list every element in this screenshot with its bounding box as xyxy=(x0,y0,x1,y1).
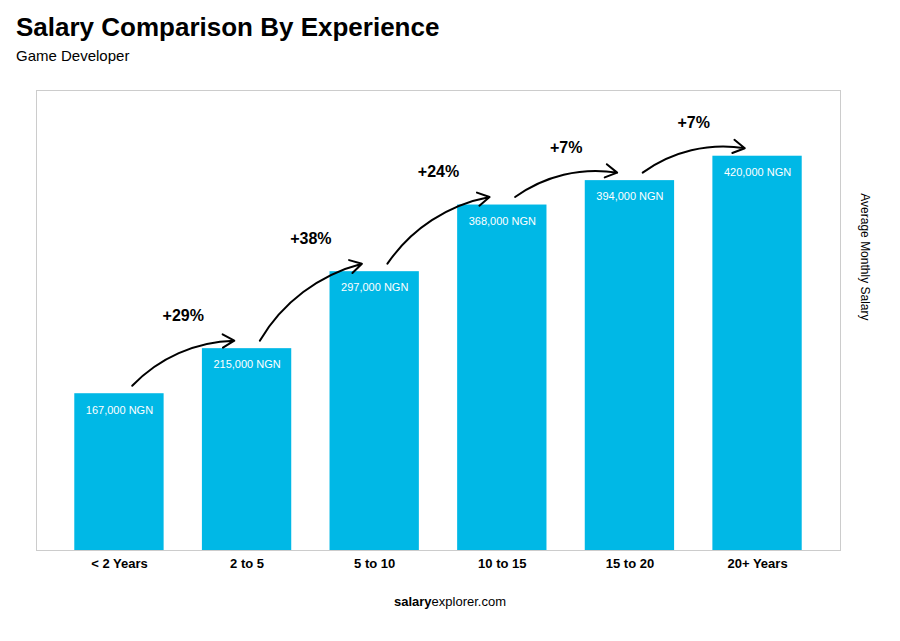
svg-text:394,000 NGN: 394,000 NGN xyxy=(596,190,663,202)
svg-text:Average Monthly Salary: Average Monthly Salary xyxy=(858,193,872,320)
html-text:Game Developer: Game Developer xyxy=(16,47,130,64)
svg-text:167,000 NGN: 167,000 NGN xyxy=(86,404,153,416)
svg-text:10 to 15: 10 to 15 xyxy=(478,556,526,571)
svg-text:+7%: +7% xyxy=(550,139,582,156)
svg-text:297,000 NGN: 297,000 NGN xyxy=(341,281,408,293)
svg-text:2 to 5: 2 to 5 xyxy=(230,556,264,571)
svg-text:20+ Years: 20+ Years xyxy=(727,556,787,571)
svg-text:215,000 NGN: 215,000 NGN xyxy=(213,358,280,370)
svg-text:420,000 NGN: 420,000 NGN xyxy=(724,166,791,178)
html-text:Salary Comparison By Experienc: Salary Comparison By Experience xyxy=(16,12,440,42)
svg-text:+29%: +29% xyxy=(163,307,204,324)
svg-text:5 to 10: 5 to 10 xyxy=(354,556,395,571)
html-text:salary explorer.com: salary explorer.com xyxy=(394,594,506,609)
svg-text:+24%: +24% xyxy=(418,163,459,180)
svg-text:< 2 Years: < 2 Years xyxy=(91,556,148,571)
svg-text:+38%: +38% xyxy=(290,230,331,247)
svg-text:15 to 20: 15 to 20 xyxy=(606,556,654,571)
svg-text:368,000 NGN: 368,000 NGN xyxy=(469,215,536,227)
svg-text:+7%: +7% xyxy=(678,114,710,131)
